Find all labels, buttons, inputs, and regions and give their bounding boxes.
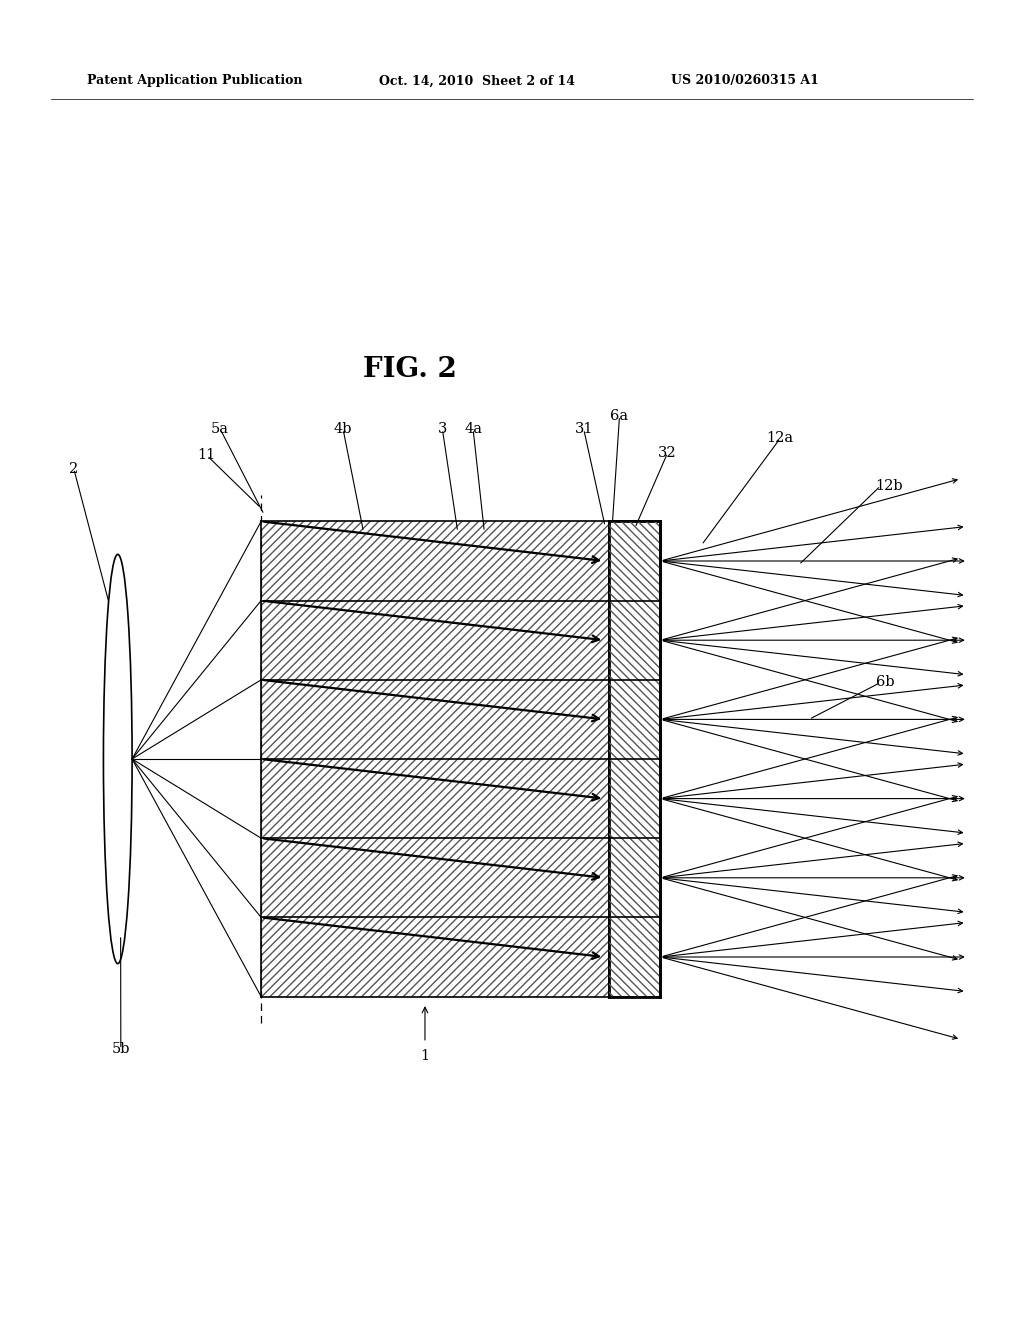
Text: 4a: 4a xyxy=(464,422,482,436)
Text: FIG. 2: FIG. 2 xyxy=(362,356,457,383)
Text: Patent Application Publication: Patent Application Publication xyxy=(87,74,302,87)
Text: 31: 31 xyxy=(574,422,593,436)
Text: 2: 2 xyxy=(69,462,79,475)
Text: 11: 11 xyxy=(198,449,216,462)
Text: 1: 1 xyxy=(421,1049,429,1063)
Text: 3: 3 xyxy=(437,422,447,436)
Bar xyxy=(609,521,660,997)
Text: 6b: 6b xyxy=(876,676,894,689)
Text: 6a: 6a xyxy=(610,409,629,422)
Text: 5b: 5b xyxy=(112,1043,130,1056)
Text: 12a: 12a xyxy=(767,432,794,445)
Text: US 2010/0260315 A1: US 2010/0260315 A1 xyxy=(671,74,818,87)
Text: 4b: 4b xyxy=(334,422,352,436)
Bar xyxy=(261,521,609,997)
Text: 5a: 5a xyxy=(211,422,229,436)
Text: 32: 32 xyxy=(658,446,677,459)
Bar xyxy=(609,521,660,997)
Text: Oct. 14, 2010  Sheet 2 of 14: Oct. 14, 2010 Sheet 2 of 14 xyxy=(379,74,574,87)
Text: 12b: 12b xyxy=(876,479,903,492)
